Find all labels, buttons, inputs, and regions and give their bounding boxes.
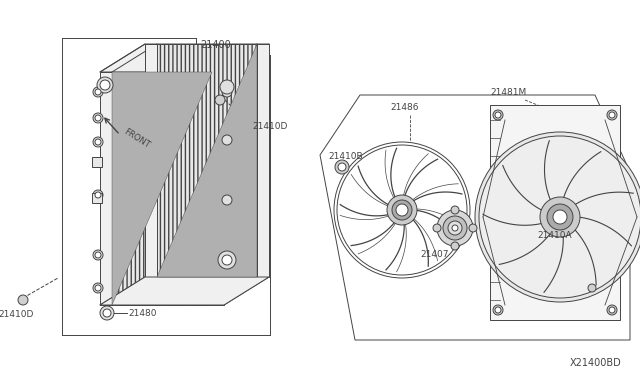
Circle shape xyxy=(452,225,458,231)
Circle shape xyxy=(334,142,470,278)
Circle shape xyxy=(337,145,467,275)
Circle shape xyxy=(222,195,232,205)
Polygon shape xyxy=(100,72,112,305)
Circle shape xyxy=(95,115,101,121)
Circle shape xyxy=(493,110,503,120)
Circle shape xyxy=(448,221,462,235)
Circle shape xyxy=(553,210,567,224)
Circle shape xyxy=(451,206,459,214)
Polygon shape xyxy=(100,277,269,305)
Circle shape xyxy=(437,210,473,246)
Circle shape xyxy=(222,255,232,265)
Text: 21410B: 21410B xyxy=(328,152,363,161)
Circle shape xyxy=(222,87,232,97)
Circle shape xyxy=(95,285,101,291)
Polygon shape xyxy=(112,72,212,305)
Polygon shape xyxy=(145,44,157,277)
Circle shape xyxy=(18,295,28,305)
Circle shape xyxy=(479,136,640,298)
Circle shape xyxy=(392,200,412,220)
Circle shape xyxy=(475,132,640,302)
Text: 21481M: 21481M xyxy=(490,88,526,97)
Circle shape xyxy=(493,305,503,315)
Circle shape xyxy=(607,305,617,315)
Circle shape xyxy=(335,160,349,174)
Circle shape xyxy=(495,307,501,313)
Circle shape xyxy=(588,284,596,292)
Bar xyxy=(112,72,212,305)
Bar xyxy=(92,193,102,203)
Circle shape xyxy=(607,110,617,120)
Text: FRONT: FRONT xyxy=(122,127,151,150)
Text: 21480: 21480 xyxy=(128,309,157,318)
Circle shape xyxy=(469,224,477,232)
Circle shape xyxy=(495,112,501,118)
Text: 21410D: 21410D xyxy=(0,310,33,319)
Circle shape xyxy=(100,80,110,90)
Circle shape xyxy=(93,87,103,97)
Circle shape xyxy=(222,255,232,265)
Circle shape xyxy=(396,204,408,216)
Circle shape xyxy=(609,307,615,313)
Circle shape xyxy=(540,197,580,237)
Text: 21410D: 21410D xyxy=(252,122,287,131)
Text: 21400: 21400 xyxy=(200,40,231,50)
Text: 21486: 21486 xyxy=(390,103,419,112)
Circle shape xyxy=(222,135,232,145)
Circle shape xyxy=(218,251,236,269)
Circle shape xyxy=(93,283,103,293)
Circle shape xyxy=(95,192,101,198)
Circle shape xyxy=(443,216,467,240)
Circle shape xyxy=(387,195,417,225)
Polygon shape xyxy=(157,44,257,277)
Circle shape xyxy=(103,309,111,317)
Circle shape xyxy=(100,306,114,320)
Polygon shape xyxy=(100,44,269,72)
Circle shape xyxy=(215,95,225,105)
Circle shape xyxy=(97,77,113,93)
Text: X21400BD: X21400BD xyxy=(570,358,621,368)
Circle shape xyxy=(93,113,103,123)
Circle shape xyxy=(93,190,103,200)
Polygon shape xyxy=(212,72,224,305)
Polygon shape xyxy=(157,44,257,277)
Polygon shape xyxy=(257,44,269,277)
Circle shape xyxy=(95,139,101,145)
Bar xyxy=(490,105,620,320)
Circle shape xyxy=(433,224,441,232)
Circle shape xyxy=(93,250,103,260)
Circle shape xyxy=(547,204,573,230)
Circle shape xyxy=(451,242,459,250)
Circle shape xyxy=(338,163,346,171)
Circle shape xyxy=(93,137,103,147)
Circle shape xyxy=(95,89,101,95)
Text: 21407: 21407 xyxy=(420,250,449,259)
Circle shape xyxy=(220,80,234,94)
Circle shape xyxy=(609,112,615,118)
Text: 21410A: 21410A xyxy=(537,231,572,240)
Bar xyxy=(92,157,102,167)
Circle shape xyxy=(95,252,101,258)
